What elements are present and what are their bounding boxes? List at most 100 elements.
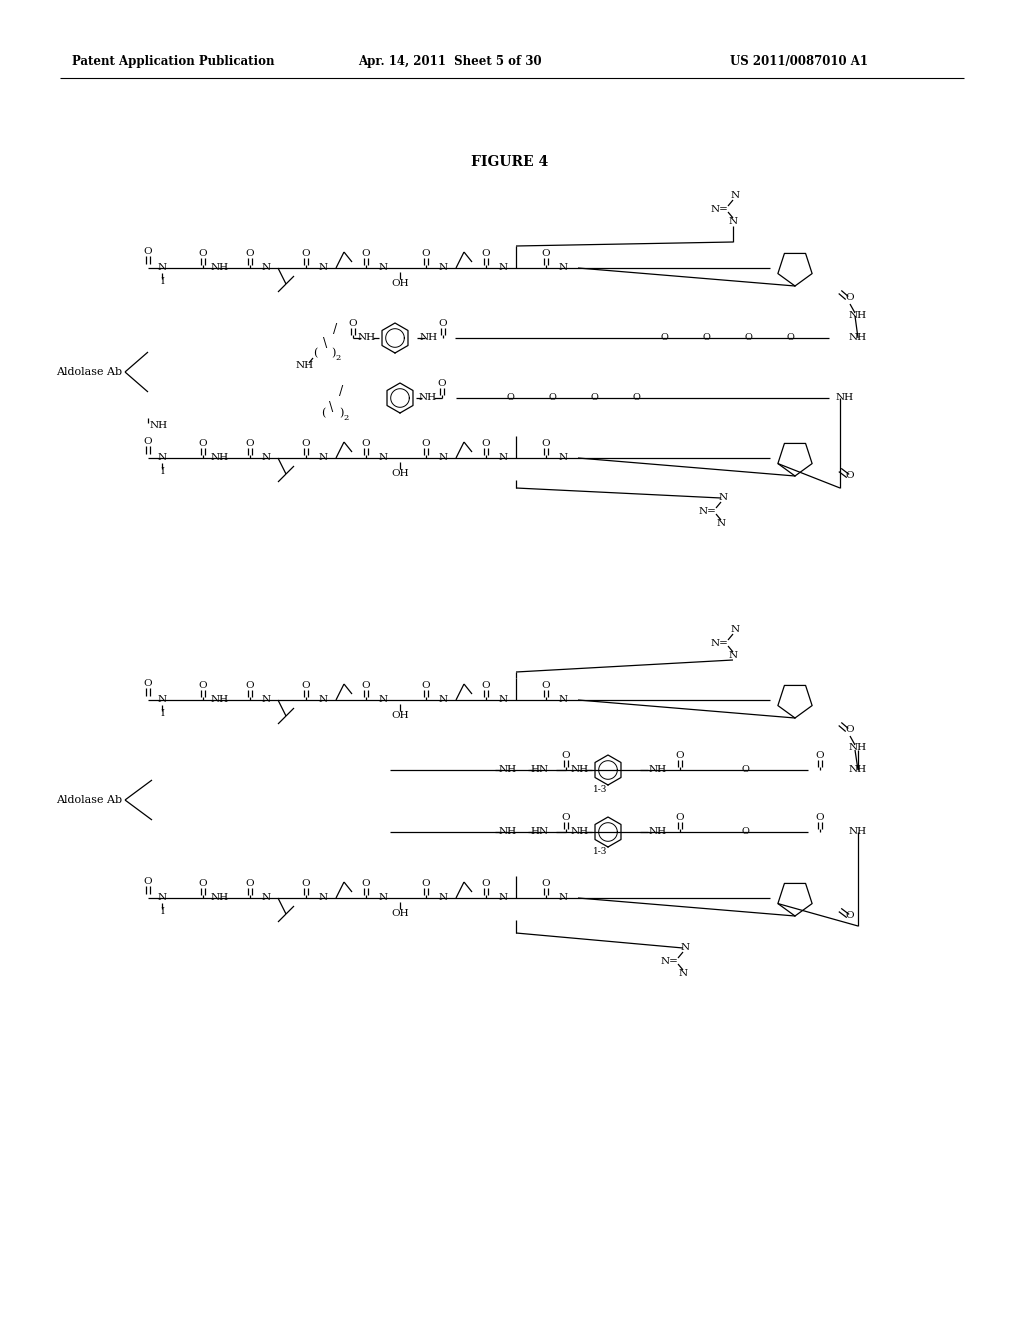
Text: 1-3: 1-3 — [593, 785, 607, 795]
Text: NH: NH — [849, 334, 867, 342]
Text: O: O — [302, 681, 310, 690]
Text: O: O — [741, 766, 749, 775]
Text: N: N — [379, 264, 387, 272]
Text: O: O — [590, 393, 598, 403]
Text: NH: NH — [211, 894, 229, 903]
Text: O: O — [199, 249, 207, 259]
Text: N: N — [728, 218, 737, 227]
Text: O: O — [542, 681, 550, 690]
Text: O: O — [741, 828, 749, 837]
Text: N: N — [558, 894, 567, 903]
Text: /: / — [339, 385, 343, 399]
Text: N=: N= — [710, 639, 728, 648]
Text: NH: NH — [649, 766, 667, 775]
Text: N: N — [318, 696, 328, 705]
Text: NH: NH — [849, 766, 867, 775]
Text: 2: 2 — [343, 414, 348, 422]
Text: NH: NH — [499, 828, 517, 837]
Text: O: O — [816, 813, 824, 822]
Text: 2: 2 — [336, 354, 341, 362]
Text: N: N — [558, 696, 567, 705]
Text: N: N — [261, 696, 270, 705]
Text: O: O — [846, 471, 854, 480]
Text: /: / — [333, 323, 337, 337]
Text: Apr. 14, 2011  Sheet 5 of 30: Apr. 14, 2011 Sheet 5 of 30 — [358, 55, 542, 69]
Text: N: N — [318, 264, 328, 272]
Text: O: O — [422, 681, 430, 690]
Text: O: O — [846, 912, 854, 920]
Text: O: O — [676, 813, 684, 822]
Text: O: O — [246, 440, 254, 449]
Text: O: O — [481, 681, 490, 690]
Text: N: N — [438, 264, 447, 272]
Text: NH: NH — [849, 312, 867, 321]
Text: N: N — [499, 264, 508, 272]
Text: O: O — [786, 334, 794, 342]
Text: O: O — [302, 879, 310, 888]
Text: O: O — [542, 249, 550, 259]
Text: O: O — [702, 334, 710, 342]
Text: NH: NH — [836, 393, 854, 403]
Text: N=: N= — [660, 957, 678, 965]
Text: O: O — [744, 334, 752, 342]
Text: N: N — [679, 969, 687, 978]
Text: NH: NH — [849, 743, 867, 752]
Text: NH: NH — [571, 828, 589, 837]
Text: N: N — [318, 454, 328, 462]
Text: NH: NH — [420, 334, 438, 342]
Text: N: N — [318, 894, 328, 903]
Text: I: I — [160, 277, 164, 286]
Text: N: N — [261, 454, 270, 462]
Text: NH: NH — [419, 393, 437, 403]
Text: O: O — [562, 813, 570, 822]
Text: N: N — [717, 520, 726, 528]
Text: O: O — [302, 249, 310, 259]
Text: O: O — [246, 681, 254, 690]
Text: O: O — [143, 878, 153, 887]
Text: N: N — [379, 454, 387, 462]
Text: N: N — [261, 264, 270, 272]
Text: I: I — [160, 710, 164, 718]
Text: ): ) — [331, 348, 335, 358]
Text: NH: NH — [211, 454, 229, 462]
Text: NH: NH — [358, 334, 376, 342]
Text: NH: NH — [499, 766, 517, 775]
Text: NH: NH — [211, 696, 229, 705]
Text: I: I — [160, 467, 164, 477]
Text: O: O — [302, 440, 310, 449]
Text: O: O — [361, 879, 371, 888]
Text: O: O — [422, 440, 430, 449]
Text: O: O — [676, 751, 684, 760]
Text: O: O — [361, 681, 371, 690]
Text: FIGURE 4: FIGURE 4 — [471, 154, 549, 169]
Text: \: \ — [329, 401, 333, 414]
Text: OH: OH — [391, 908, 409, 917]
Text: N: N — [499, 696, 508, 705]
Text: NH: NH — [571, 766, 589, 775]
Text: O: O — [562, 751, 570, 760]
Text: O: O — [542, 440, 550, 449]
Text: N: N — [730, 191, 739, 201]
Text: O: O — [542, 879, 550, 888]
Text: O: O — [846, 726, 854, 734]
Text: N: N — [158, 894, 167, 903]
Text: NH: NH — [296, 362, 314, 371]
Text: Aldolase Ab: Aldolase Ab — [56, 367, 122, 378]
Text: N: N — [158, 696, 167, 705]
Text: (: ( — [312, 348, 317, 358]
Text: N: N — [719, 494, 728, 503]
Text: O: O — [632, 393, 640, 403]
Text: O: O — [199, 681, 207, 690]
Text: O: O — [481, 249, 490, 259]
Text: OH: OH — [391, 279, 409, 288]
Text: NH: NH — [211, 264, 229, 272]
Text: OH: OH — [391, 710, 409, 719]
Text: OH: OH — [391, 469, 409, 478]
Text: O: O — [506, 393, 514, 403]
Text: N: N — [379, 696, 387, 705]
Text: N: N — [730, 626, 739, 635]
Text: NH: NH — [150, 421, 168, 430]
Text: N=: N= — [710, 205, 728, 214]
Text: \: \ — [323, 338, 327, 351]
Text: US 2011/0087010 A1: US 2011/0087010 A1 — [730, 55, 868, 69]
